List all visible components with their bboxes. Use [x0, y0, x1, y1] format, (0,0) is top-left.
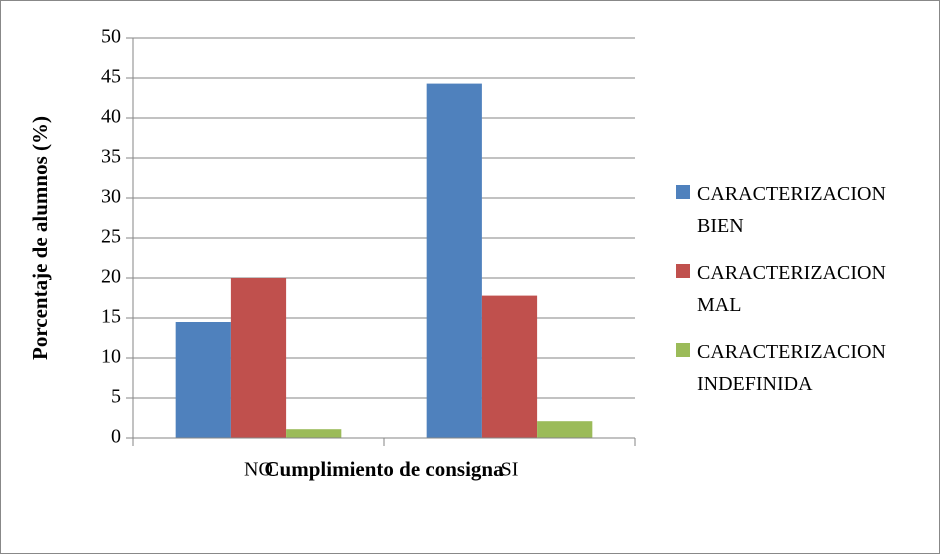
- legend-swatch: [676, 185, 690, 199]
- y-tick-label: 40: [101, 106, 121, 128]
- bar: [481, 295, 538, 438]
- x-axis-label: Cumplimiento de consigna: [264, 457, 504, 481]
- y-tick-label: 30: [101, 186, 121, 208]
- legend-swatch: [676, 264, 690, 278]
- x-tick-label: SI: [501, 459, 519, 481]
- bar: [230, 278, 287, 438]
- y-tick-label: 45: [101, 66, 121, 88]
- legend-swatch: [676, 343, 690, 357]
- y-tick-label: 15: [101, 306, 121, 328]
- bar: [537, 421, 593, 438]
- bar: [426, 83, 482, 438]
- legend-label: CARACTERIZACION INDEFINIDA: [697, 341, 886, 395]
- legend-label: CARACTERIZACION MAL: [697, 262, 886, 316]
- x-tick-label: NO: [244, 459, 273, 481]
- bar: [286, 429, 342, 438]
- bar: [175, 322, 231, 438]
- y-tick-label: 10: [101, 346, 121, 368]
- y-tick-label: 0: [111, 426, 121, 448]
- y-tick-label: 20: [101, 266, 121, 288]
- y-tick-label: 50: [101, 26, 121, 48]
- legend-label: CARACTERIZACION BIEN: [697, 183, 886, 237]
- y-tick-label: 5: [111, 386, 121, 408]
- y-tick-label: 25: [101, 226, 121, 248]
- y-tick-label: 35: [101, 146, 121, 168]
- y-axis-label: Porcentaje de alumnos (%): [28, 116, 52, 360]
